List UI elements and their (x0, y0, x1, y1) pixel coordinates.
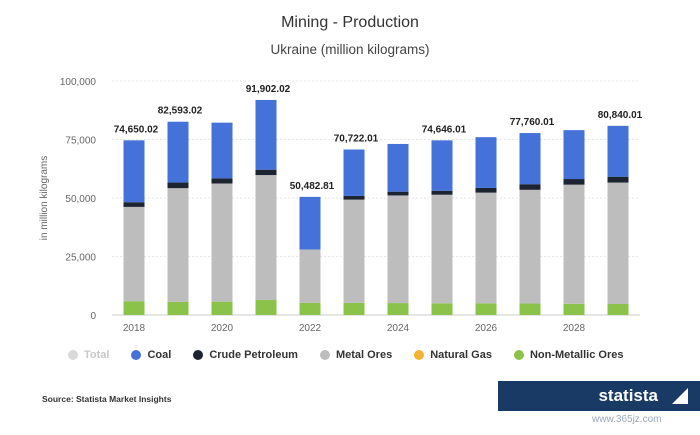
legend-label: Crude Petroleum (209, 349, 298, 361)
bar-segment (167, 121, 189, 183)
legend-item-crude-petroleum[interactable]: Crude Petroleum (193, 349, 298, 361)
bar-segment (431, 140, 453, 191)
stacked-bar-chart: 0 25,000 50,000 75,000 100,000 in million kil… (39, 77, 643, 334)
total-data-label: 74,650.02 (114, 124, 159, 135)
statista-mark-icon (672, 388, 688, 404)
legend-label: Metal Ores (335, 349, 393, 361)
legend-item-non-metallic-ores[interactable]: Non-Metallic Ores (513, 349, 624, 361)
y-tick-label: 50,000 (65, 194, 96, 205)
bar-segment (211, 122, 233, 179)
bar-segment (607, 182, 629, 305)
total-data-label: 50,482.81 (290, 181, 335, 192)
legend-label: Natural Gas (430, 349, 492, 361)
total-data-label: 74,646.01 (422, 124, 467, 135)
bar-segment (475, 192, 497, 304)
bar-segment (475, 303, 497, 315)
bar-segment (519, 303, 541, 315)
bar-segment (343, 195, 365, 200)
statista-logo[interactable]: statista (498, 381, 700, 411)
bar-segment (299, 196, 321, 250)
legend-item-natural-gas[interactable]: Natural Gas (414, 349, 492, 361)
total-data-label: 80,840.01 (598, 110, 643, 121)
legend-label: Coal (147, 349, 172, 361)
bar-segment (123, 140, 145, 203)
bar-segment (431, 190, 453, 195)
bar-segment (123, 202, 145, 207)
bar-segment (475, 137, 497, 188)
total-data-label: 82,593.02 (158, 106, 203, 117)
bar-segment (255, 175, 277, 301)
bar-segment (475, 187, 497, 193)
bar-segment (167, 301, 189, 315)
bar-segment (519, 133, 541, 185)
bar-segment (519, 184, 541, 190)
bar-segment (343, 199, 365, 303)
bar-segment (255, 99, 277, 170)
bar-segment (387, 143, 409, 192)
x-tick-label: 2024 (387, 323, 410, 334)
bar-segment (431, 194, 453, 304)
bar-segment (563, 184, 585, 304)
bar-segment (431, 303, 453, 315)
bar-segment (387, 191, 409, 196)
total-data-label: 77,760.01 (510, 117, 555, 128)
legend: Total Coal Crude Petroleum Metal Ores Na… (68, 347, 645, 363)
legend-item-total[interactable]: Total (68, 349, 109, 361)
legend-item-coal[interactable]: Coal (131, 349, 171, 361)
x-tick-label: 2020 (211, 323, 234, 334)
bar-segment (299, 302, 321, 315)
legend-label: Non-Metallic Ores (529, 349, 624, 361)
total-data-label: 91,902.02 (246, 84, 291, 95)
legend-dot-icon (68, 350, 78, 360)
bar-segment (255, 169, 277, 176)
bar-segment (167, 188, 189, 302)
x-tick-label: 2018 (123, 323, 146, 334)
bar-segment (211, 183, 233, 302)
bar-segment (343, 302, 365, 315)
legend-dot-icon (319, 350, 330, 360)
chart-subtitle: Ukraine (million kilograms) (270, 42, 430, 57)
bar-segment (607, 176, 629, 183)
chart-title: Mining - Production (281, 14, 419, 31)
bar-segment (343, 149, 365, 196)
bar-segment (211, 301, 233, 315)
legend-dot-icon (513, 350, 524, 360)
y-tick-label: 75,000 (65, 136, 96, 147)
y-tick-label: 0 (90, 311, 96, 322)
bar-segment (167, 182, 189, 189)
bar-segment (563, 130, 585, 180)
legend-item-metal-ores[interactable]: Metal Ores (319, 349, 393, 361)
bar-segment (563, 303, 585, 315)
x-tick-label: 2028 (563, 323, 586, 334)
legend-dot-icon (193, 350, 204, 360)
bar-segment (211, 178, 233, 184)
legend-dot-icon (131, 350, 142, 360)
bar-segment (387, 195, 409, 304)
y-tick-label: 100,000 (60, 77, 97, 88)
y-axis-title: in million kilograms (39, 156, 50, 240)
bar-segment (607, 304, 629, 315)
legend-dot-icon (414, 350, 425, 360)
bar-segment (387, 303, 409, 315)
bar-segment (607, 125, 629, 177)
y-tick-label: 25,000 (65, 253, 96, 264)
bar-segment (299, 249, 321, 303)
watermark: www.365jz.com (592, 414, 662, 425)
brand-wordmark: statista (598, 386, 658, 405)
bar-segment (255, 300, 277, 315)
legend-label: Total (84, 349, 110, 361)
bar-segment (123, 206, 145, 302)
x-tick-label: 2026 (475, 323, 498, 334)
bar-segment (519, 189, 541, 304)
total-data-label: 70,722.01 (334, 134, 379, 145)
bar-segment (563, 179, 585, 185)
source-note: Source: Statista Market Insights (42, 394, 172, 404)
bar-segment (123, 301, 145, 315)
x-tick-label: 2022 (299, 323, 322, 334)
